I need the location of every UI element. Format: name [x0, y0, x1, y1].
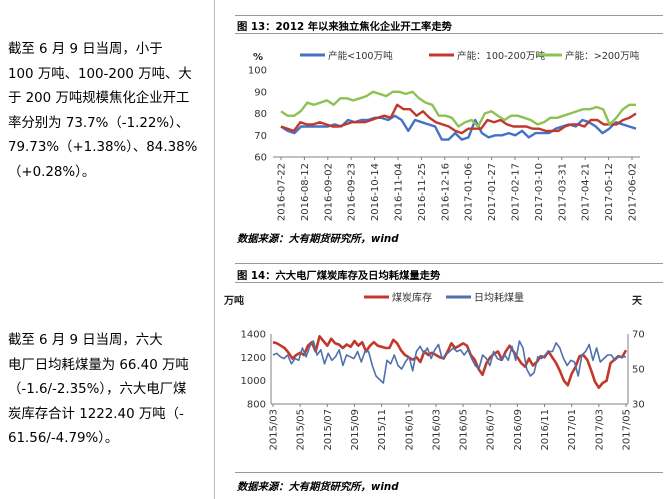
x-tick-label: 2017-06-02	[628, 163, 639, 221]
x-tick-label: 2017-03-10	[534, 163, 545, 221]
y-axis-unit-right: 天	[632, 295, 643, 307]
figure2-title-rule	[235, 282, 663, 283]
power-plant-coal-chart: 万吨 天 800 1000 1200 1400 30 50 70 2015/03 2015/05 20…	[223, 291, 645, 451]
x-tick-label: 2017-01-06	[464, 163, 475, 221]
x-tick-label: 2015/05	[296, 409, 307, 451]
x-tick-label: 2016-11-04	[394, 163, 405, 221]
x-tick-label: 2015/09	[350, 409, 361, 451]
series-line-1	[280, 103, 637, 135]
x-tick-label: 2016-12-16	[440, 163, 451, 221]
figure2-top-rule	[235, 263, 663, 264]
y-tick-label: 800	[247, 400, 266, 411]
x-tick-label: 2017/01	[567, 409, 578, 451]
x-tick-label: 2016-10-14	[370, 163, 381, 221]
x-tick-label: 2016-09-02	[323, 163, 334, 221]
coking-utilization-chart: % 60 70 80 90 100 2016-07-22 2016-08-12 2016-09-…	[248, 50, 640, 221]
x-tick-label: 2017-02-17	[511, 163, 522, 221]
x-tick-label: 2015/11	[377, 409, 388, 451]
legend-label-2: 产能：>200万吨	[565, 50, 640, 62]
figure2-title: 图 14：六大电厂煤炭库存及日均耗煤量走势	[237, 270, 441, 282]
figure1-top-rule	[235, 15, 663, 16]
x-tick-label: 2017-05-12	[604, 163, 615, 221]
commentary-column: 截至 6 月 9 日当周，小于 100 万吨、100-200 万吨、大 于 20…	[0, 0, 213, 499]
y-axis-unit: %	[253, 52, 263, 63]
x-tick-label: 2017-01-27	[487, 163, 498, 221]
series-line-0	[272, 335, 628, 389]
x-tick-label: 2017-04-21	[581, 163, 592, 221]
legend-label-1: 产能：100-200万吨	[457, 50, 545, 62]
y-tick-label: 60	[254, 153, 267, 164]
x-tick-label: 2017-03-31	[557, 163, 568, 221]
y-tick-label: 1400	[241, 330, 266, 341]
y2-tick-label: 30	[632, 400, 645, 411]
legend-label-0: 产能<100万吨	[328, 50, 393, 62]
coking-commentary: 截至 6 月 9 日当周，小于 100 万吨、100-200 万吨、大 于 20…	[8, 38, 208, 185]
x-tick-label: 2016/01	[404, 409, 415, 451]
y-tick-label: 1200	[241, 353, 266, 364]
y-tick-label: 1000	[241, 376, 266, 387]
series-line-2	[280, 90, 636, 128]
x-tick-label: 2016/11	[540, 409, 551, 451]
figure1-source: 数据来源：大有期货研究所，wind	[237, 233, 399, 245]
figure2-bottom-rule	[235, 472, 663, 473]
figure1-title: 图 13：2012 年以来独立焦化企业开工率走势	[237, 21, 452, 33]
x-tick-label: 2017/03	[594, 409, 605, 451]
x-tick-label: 2016/05	[459, 409, 470, 451]
y-tick-label: 90	[254, 87, 267, 98]
series-line-1	[272, 340, 626, 384]
power-plant-commentary: 截至 6 月 9 日当周，六大 电厂日均耗煤量为 66.40 万吨 （-1.6/…	[8, 329, 208, 452]
x-tick-label: 2016/03	[431, 409, 442, 451]
figure2-source: 数据来源：大有期货研究所，wind	[237, 481, 399, 493]
x-tick-label: 2016-08-12	[300, 163, 311, 221]
y-axis-unit-left: 万吨	[223, 294, 244, 307]
x-tick-label: 2015/07	[323, 409, 334, 451]
y2-tick-label: 50	[632, 365, 645, 376]
x-tick-label: 2015/03	[269, 409, 280, 451]
x-tick-label: 2016-11-25	[417, 163, 428, 221]
power-plant-commentary-text: 截至 6 月 9 日当周，六大 电厂日均耗煤量为 66.40 万吨 （-1.6/…	[8, 333, 189, 446]
y-tick-label: 100	[248, 66, 267, 77]
y-tick-label: 80	[254, 109, 267, 120]
legend-label-0: 煤炭库存	[392, 291, 432, 304]
x-tick-label: 2016/07	[486, 409, 497, 451]
x-tick-label: 2016-07-22	[277, 163, 288, 221]
x-tick-label: 2016/09	[513, 409, 524, 451]
coking-commentary-text: 截至 6 月 9 日当周，小于 100 万吨、100-200 万吨、大 于 20…	[8, 42, 198, 180]
figure1-title-rule	[235, 33, 663, 34]
x-tick-label: 2017/05	[622, 409, 633, 451]
x-tick-label: 2016-09-23	[347, 163, 358, 221]
column-divider	[214, 0, 215, 499]
legend-label-1: 日均耗煤量	[474, 291, 524, 304]
y-tick-label: 70	[254, 131, 267, 142]
y2-tick-label: 70	[632, 330, 645, 341]
